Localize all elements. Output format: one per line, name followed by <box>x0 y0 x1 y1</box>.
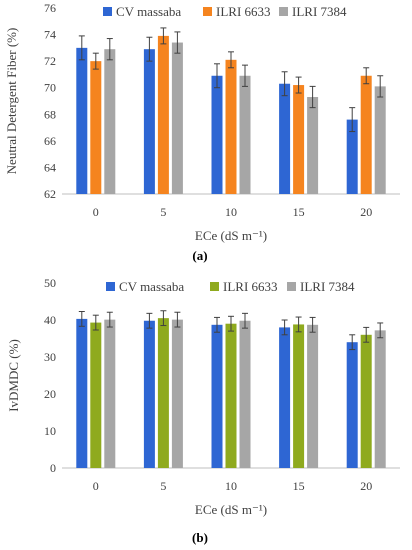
bar <box>225 59 237 194</box>
x-tick-label: 15 <box>293 479 305 493</box>
legend-label: CV massaba <box>119 279 184 294</box>
bar <box>76 47 88 194</box>
bar <box>76 318 88 468</box>
y-axis-title: Neutral Detergent Fiber (%) <box>4 28 19 175</box>
bar <box>90 322 102 468</box>
panel-label: (a) <box>192 248 207 263</box>
x-tick-label: 5 <box>160 479 166 493</box>
x-tick-label: 10 <box>225 479 237 493</box>
bar <box>239 75 251 194</box>
y-tick-label: 50 <box>44 276 56 290</box>
bar <box>346 119 358 194</box>
bar <box>307 97 319 194</box>
y-tick-label: 30 <box>44 350 56 364</box>
legend-label: ILRI 7384 <box>292 4 347 19</box>
bar <box>279 83 291 194</box>
bar <box>143 49 155 194</box>
x-axis-title: ECe (dS m⁻¹) <box>195 502 267 517</box>
y-tick-label: 20 <box>44 387 56 401</box>
bar <box>211 324 223 468</box>
bar <box>293 324 305 468</box>
bar <box>104 49 116 194</box>
y-tick-label: 70 <box>44 81 56 95</box>
bar <box>143 320 155 468</box>
x-tick-label: 20 <box>360 479 372 493</box>
legend-swatch <box>103 7 112 16</box>
y-tick-label: 66 <box>44 134 56 148</box>
bar <box>157 35 169 195</box>
x-tick-label: 10 <box>225 205 237 219</box>
legend-swatch <box>210 282 219 291</box>
x-tick-label: 5 <box>160 205 166 219</box>
panel-label: (b) <box>192 530 208 545</box>
y-tick-label: 62 <box>44 187 56 201</box>
legend-swatch <box>203 7 212 16</box>
bar <box>279 327 291 468</box>
y-tick-label: 74 <box>44 28 56 42</box>
y-tick-label: 0 <box>50 461 56 475</box>
x-tick-label: 15 <box>293 205 305 219</box>
bar <box>90 61 102 195</box>
legend-swatch <box>106 282 115 291</box>
legend-label: ILRI 7384 <box>300 279 355 294</box>
x-tick-label: 0 <box>93 205 99 219</box>
bar <box>374 86 386 194</box>
chart-panel-a: 62 64 66 68 70 72 74 76 0 5 10 15 20 ECe (dS m⁻¹) Neut… <box>4 1 400 263</box>
y-tick-label: 10 <box>44 424 56 438</box>
bar <box>307 324 319 468</box>
bar <box>360 75 372 194</box>
y-tick-label: 64 <box>44 160 56 174</box>
bar <box>293 85 305 194</box>
x-tick-label: 0 <box>93 479 99 493</box>
y-tick-label: 40 <box>44 313 56 327</box>
bar <box>346 342 358 468</box>
y-tick-label: 68 <box>44 107 56 121</box>
bar <box>239 320 251 468</box>
bar <box>211 75 223 194</box>
y-axis-title: IvDMDC (%) <box>6 339 21 412</box>
bar <box>360 334 372 468</box>
bar <box>171 319 183 468</box>
y-tick-label: 76 <box>44 1 56 15</box>
legend-swatch <box>287 282 296 291</box>
bar <box>157 318 169 468</box>
bar <box>171 42 183 194</box>
bar <box>374 330 386 468</box>
y-tick-label: 72 <box>44 54 56 68</box>
x-tick-label: 20 <box>360 205 372 219</box>
chart-panel-b: 0 10 20 30 40 50 0 5 10 15 20 ECe (dS m⁻¹) IvDMDC (%… <box>6 276 400 545</box>
bar <box>104 319 116 468</box>
legend-label: ILRI 6633 <box>216 4 271 19</box>
legend-label: CV massaba <box>116 4 181 19</box>
bar <box>225 323 237 468</box>
x-axis-title: ECe (dS m⁻¹) <box>195 228 267 243</box>
legend-swatch <box>279 7 288 16</box>
legend-label: ILRI 6633 <box>223 279 278 294</box>
